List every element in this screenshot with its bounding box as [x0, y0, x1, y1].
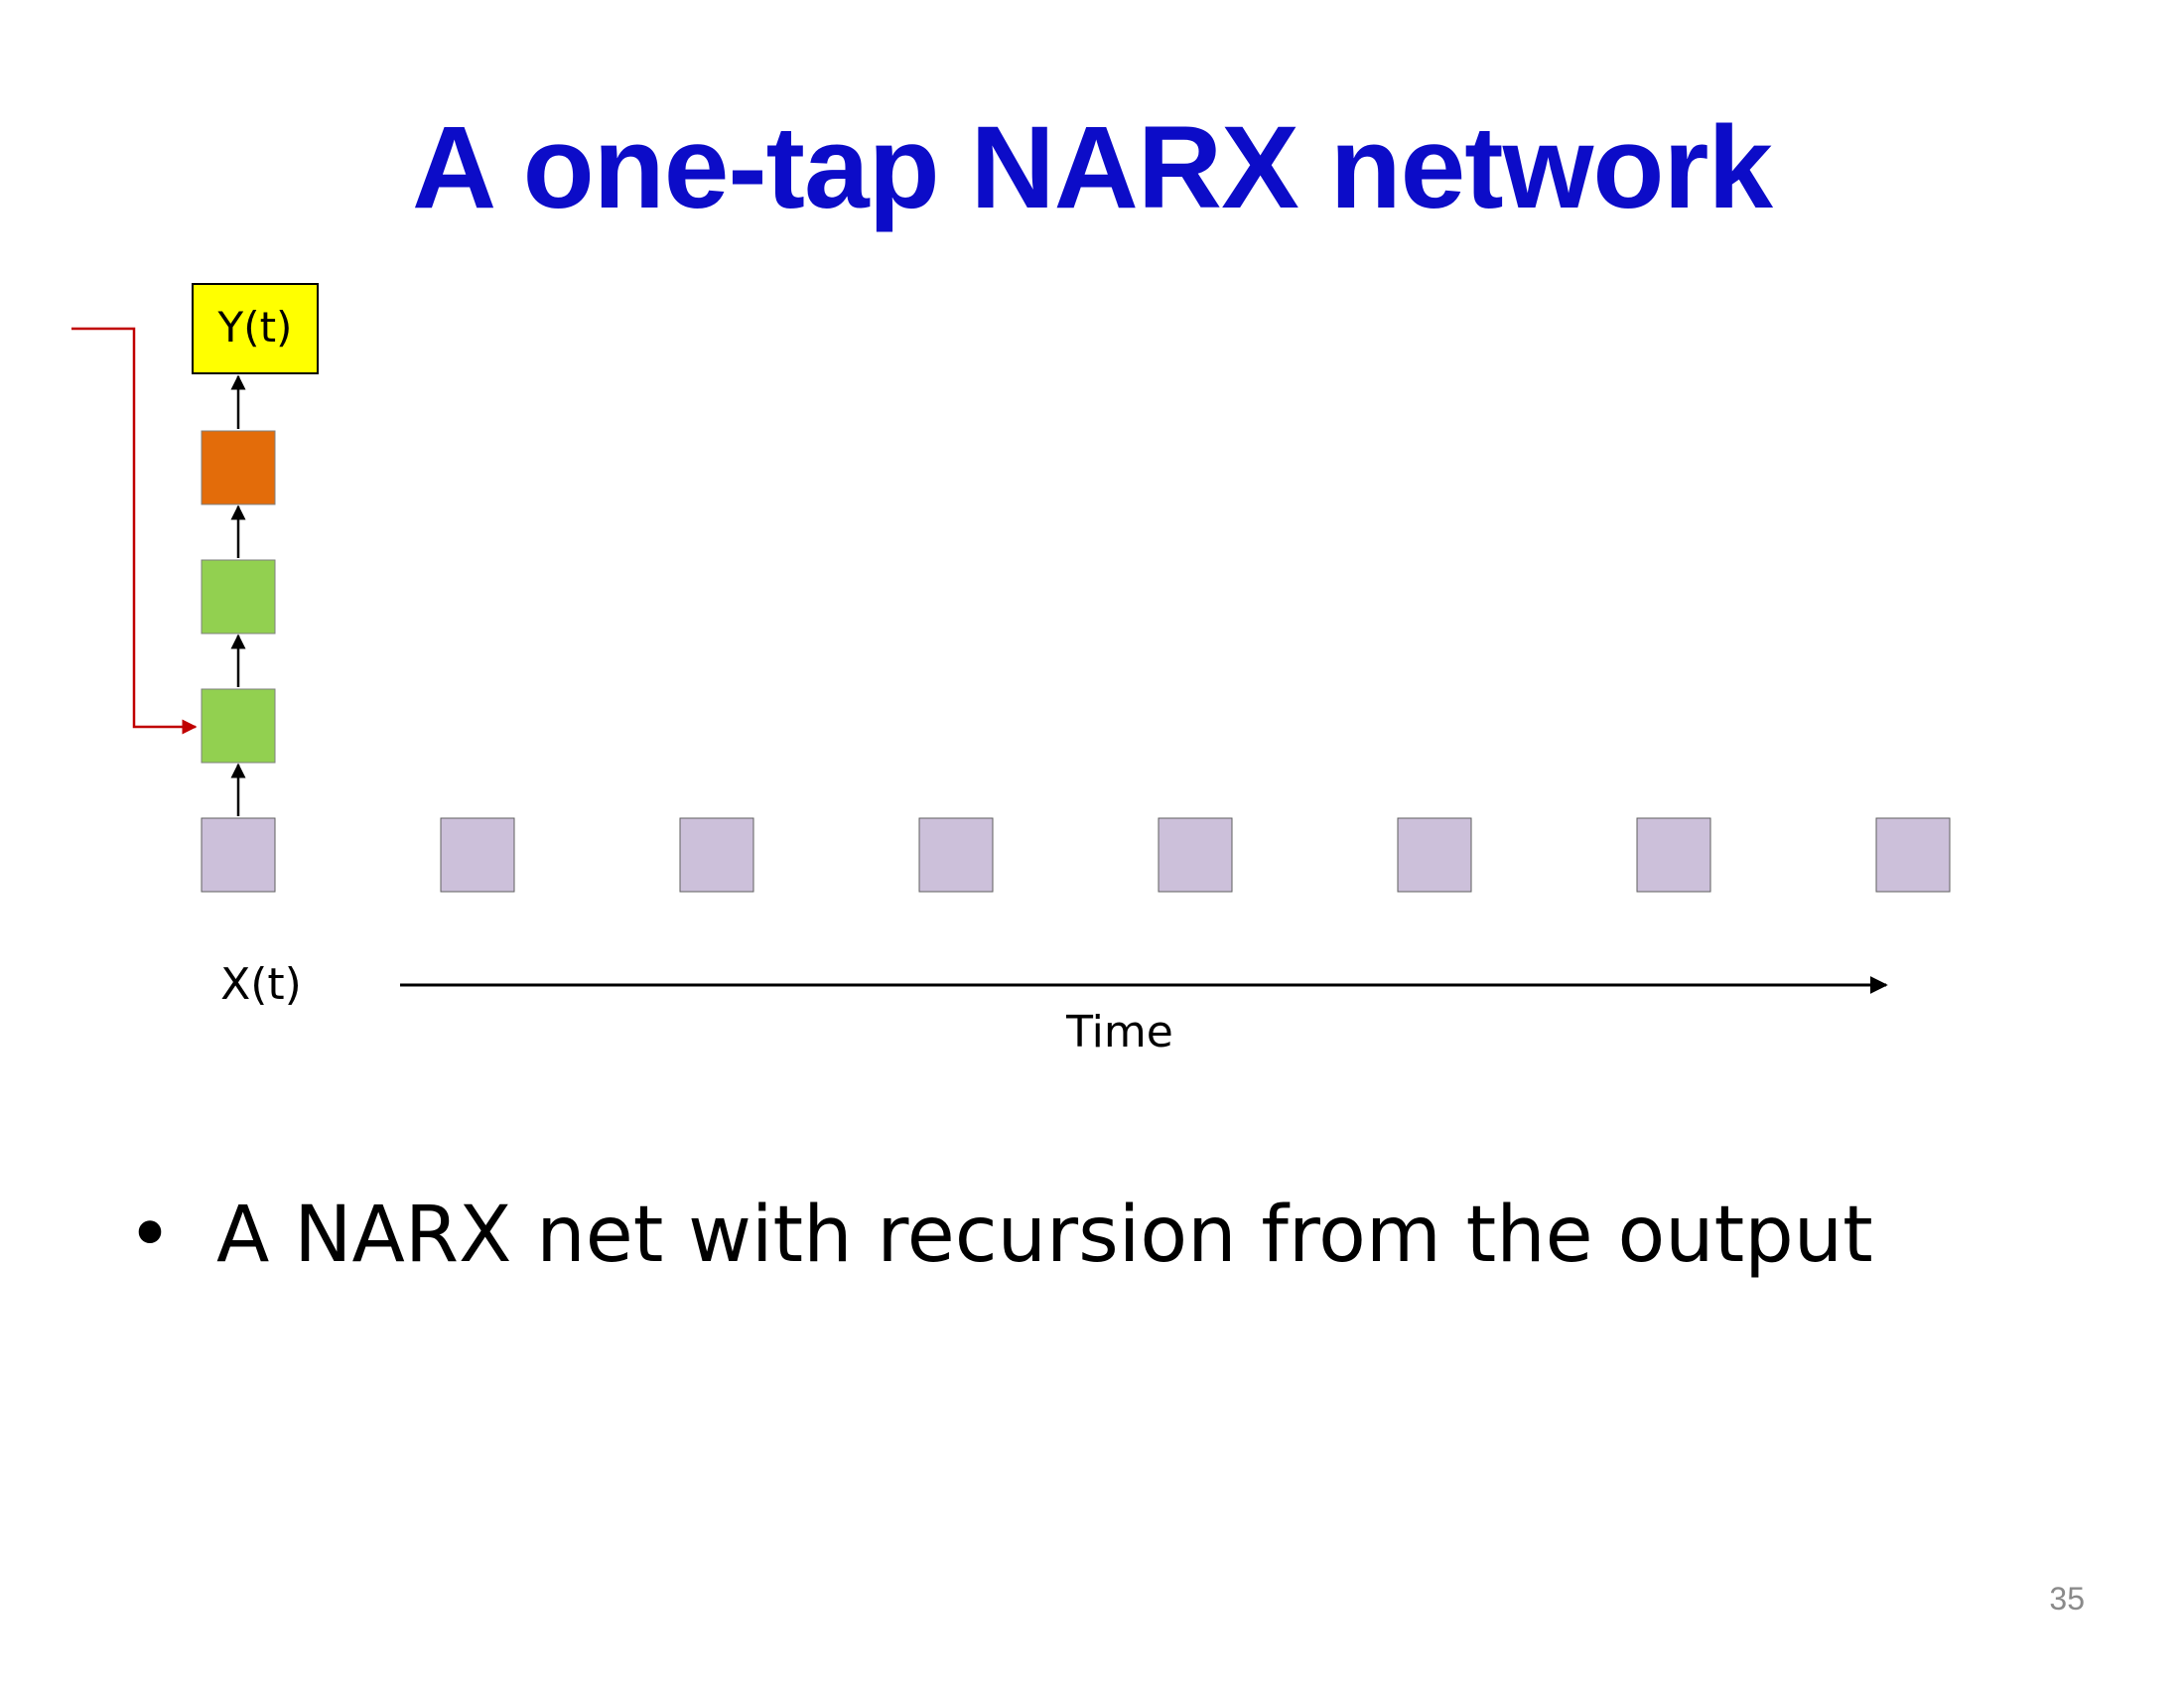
bullet-marker: •	[127, 1191, 174, 1280]
output-layer-box	[201, 430, 276, 505]
input-boxes	[201, 817, 1951, 893]
output-label: Y(t)	[217, 303, 293, 352]
input-box	[918, 817, 994, 893]
hidden-layer-2-box	[201, 559, 276, 634]
bullet-text: A NARX net with recursion from the outpu…	[216, 1191, 1873, 1280]
input-box	[201, 817, 276, 893]
input-box	[1397, 817, 1472, 893]
time-label: Time	[1065, 1007, 1173, 1057]
input-box	[1158, 817, 1233, 893]
hidden-layer-1-box	[201, 688, 276, 764]
input-label: X(t)	[220, 959, 302, 1010]
input-box	[1636, 817, 1711, 893]
input-box	[679, 817, 754, 893]
bullet-item: • A NARX net with recursion from the outp…	[127, 1196, 1873, 1274]
slide-title: A one-tap NARX network	[411, 102, 1773, 233]
input-box	[1875, 817, 1951, 893]
page-number: 35	[2049, 1581, 2085, 1617]
recurrent-feedback-arrow	[71, 327, 198, 735]
input-box	[440, 817, 515, 893]
output-box	[192, 283, 319, 374]
